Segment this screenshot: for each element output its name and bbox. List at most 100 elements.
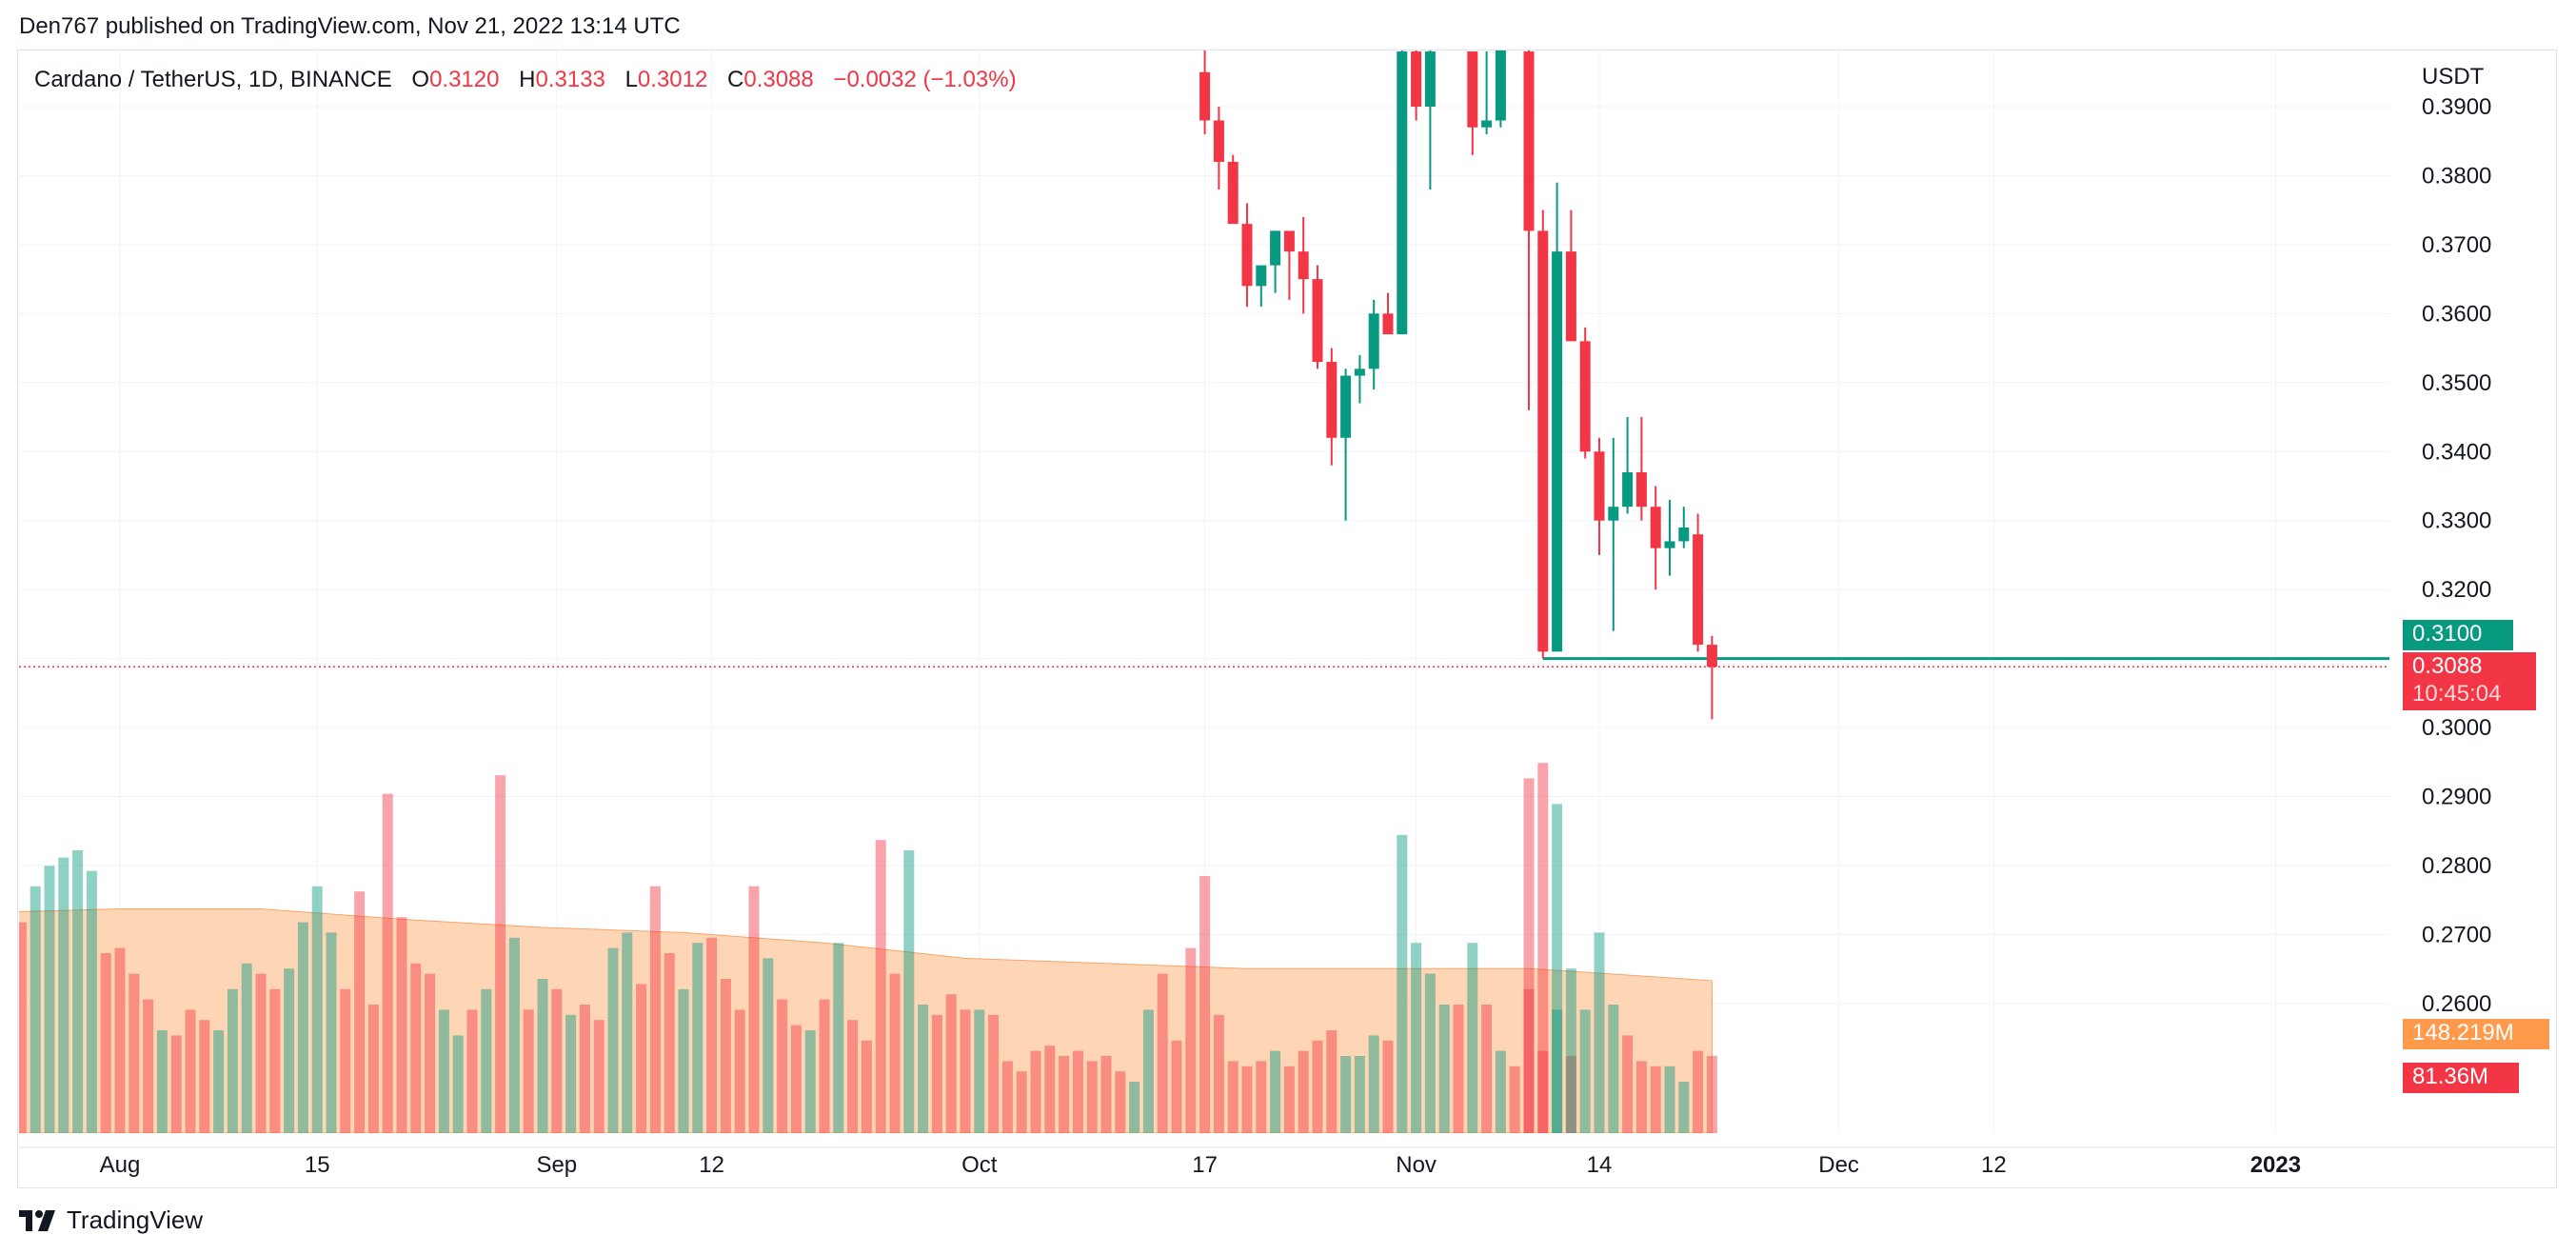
volume-bar: [889, 973, 901, 1133]
candle-body: [1424, 51, 1436, 107]
legend-change: −0.0032 (−1.03%): [833, 67, 1017, 92]
volume-bar: [30, 886, 41, 1133]
volume-bar: [903, 850, 915, 1133]
volume-bar: [819, 999, 830, 1133]
volume-bar: [1199, 876, 1211, 1133]
volume-bar: [579, 1005, 590, 1133]
candle-body: [1256, 265, 1267, 287]
volume-bar: [1298, 1050, 1309, 1133]
volume-bar: [1453, 1005, 1464, 1133]
volume-bar: [1509, 1066, 1520, 1133]
volume-bar: [367, 1005, 379, 1133]
volume-bar: [1382, 1040, 1394, 1133]
volume-bar: [1594, 932, 1605, 1133]
volume-bar: [255, 973, 267, 1133]
volume-bar: [1424, 973, 1436, 1133]
time-axis-tick: 15: [305, 1152, 330, 1178]
volume-bar: [1283, 1066, 1295, 1133]
candle-body: [1552, 251, 1563, 652]
price-axis-tick: 0.3900: [2422, 94, 2491, 120]
volume-bar: [1270, 1050, 1281, 1133]
candle-body: [1706, 645, 1717, 667]
brand-name: TradingView: [67, 1205, 204, 1234]
time-axis-tick: Nov: [1396, 1152, 1437, 1178]
volume-bar: [495, 775, 506, 1133]
volume-bar: [551, 988, 563, 1133]
volume-bar: [1537, 763, 1549, 1133]
price-axis-tick: 0.2600: [2422, 991, 2491, 1017]
volume-bar: [1256, 1061, 1267, 1133]
volume-bar: [100, 953, 111, 1133]
volume-bar: [537, 979, 548, 1133]
time-axis-tick: 14: [1587, 1152, 1613, 1178]
volume-bar: [1368, 1035, 1379, 1133]
volume-bar: [382, 793, 393, 1133]
volume-bar: [1495, 1050, 1506, 1133]
time-axis-tick: Dec: [1818, 1152, 1859, 1178]
volume-bar: [1129, 1082, 1140, 1133]
volume-bar: [114, 947, 126, 1133]
candle-body: [1312, 279, 1323, 363]
volume-bar: [1481, 1005, 1493, 1133]
time-axis-tick: 2023: [2250, 1152, 2301, 1178]
volume-bar: [692, 943, 703, 1133]
candle-body: [1397, 51, 1408, 335]
publisher-line: Den767 published on TradingView.com, Nov…: [19, 13, 681, 39]
volume-bar: [1397, 834, 1408, 1133]
price-axis-tick: 0.3700: [2422, 232, 2491, 258]
volume-bar: [213, 1030, 225, 1133]
volume-bar: [1438, 1005, 1450, 1133]
volume-bar: [129, 973, 140, 1133]
volume-badge: 81.36M: [2403, 1063, 2519, 1093]
volume-bar: [44, 866, 55, 1133]
volume-bar: [311, 886, 323, 1133]
volume-bar: [1241, 1066, 1253, 1133]
volume-bar: [1340, 1056, 1352, 1133]
candle-body: [1594, 451, 1605, 521]
volume-bar: [185, 1009, 196, 1133]
volume-bar: [763, 958, 774, 1133]
candle-body: [1537, 230, 1549, 652]
volume-bar: [523, 1009, 534, 1133]
volume-bar: [72, 850, 84, 1133]
volume-bar: [1650, 1066, 1661, 1133]
volume-bar: [974, 1009, 985, 1133]
level-line-badge: 0.3100: [2403, 620, 2513, 650]
volume-bar: [777, 999, 788, 1133]
volume-bar: [1115, 1071, 1126, 1133]
candle-body: [1678, 527, 1690, 542]
legend-open-label: O: [411, 67, 430, 92]
volume-bar: [410, 963, 422, 1133]
volume-bar: [241, 963, 252, 1133]
price-axis-tick: 0.3300: [2422, 508, 2491, 534]
time-axis-tick: Sep: [536, 1152, 577, 1178]
candle-body: [1565, 251, 1576, 342]
volume-bar: [452, 1035, 464, 1133]
candle-body: [1213, 120, 1224, 162]
price-axis-currency: USDT: [2422, 64, 2485, 90]
last-price-badge: 0.3088: [2403, 652, 2536, 683]
volume-bar: [508, 937, 520, 1133]
volume-bar: [1537, 1050, 1549, 1133]
volume-bar: [607, 947, 619, 1133]
volume-bar: [1608, 1005, 1619, 1133]
tradingview-brand[interactable]: TradingView: [19, 1205, 203, 1235]
volume-bar: [1706, 1056, 1717, 1133]
volume-bar: [1354, 1056, 1365, 1133]
candle-body: [1270, 230, 1281, 266]
volume-bar: [2, 932, 12, 1133]
candle-body: [1664, 541, 1675, 548]
volume-bar: [861, 1040, 872, 1133]
candle-body: [1495, 50, 1506, 121]
legend-symbol: Cardano / TetherUS, 1D, BINANCE: [34, 67, 392, 92]
candle-body: [1523, 51, 1535, 231]
volume-bar: [466, 1009, 478, 1133]
volume-bar: [354, 891, 366, 1133]
volume-bar: [664, 953, 675, 1133]
time-axis-tick: 17: [1192, 1152, 1218, 1178]
volume-bar: [1579, 1009, 1591, 1133]
volume-bar: [1552, 1009, 1563, 1133]
candle-body: [1199, 71, 1211, 121]
countdown-badge: 10:45:04: [2403, 680, 2536, 710]
